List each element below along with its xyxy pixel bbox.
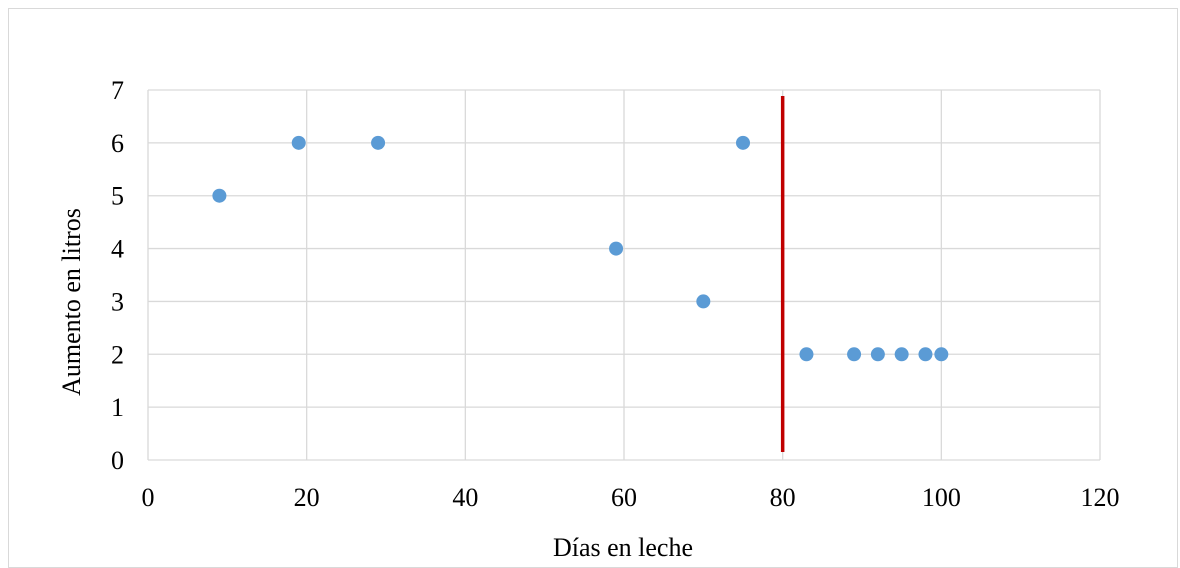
y-tick-labels: 0 1 2 3 4 5 6 7 — [111, 76, 124, 475]
x-tick-label: 100 — [922, 483, 961, 512]
data-point — [212, 188, 227, 203]
x-tick-label: 80 — [770, 483, 796, 512]
y-tick-label: 3 — [111, 287, 124, 316]
data-point — [847, 347, 862, 362]
x-axis-title: Días en leche — [553, 533, 693, 562]
x-tick-labels: 0 20 40 60 80 100 120 — [142, 483, 1120, 512]
y-tick-label: 4 — [111, 235, 124, 264]
y-tick-label: 6 — [111, 129, 124, 158]
data-point — [894, 347, 909, 362]
grid-layer — [147, 89, 1101, 461]
x-tick-label: 40 — [452, 483, 478, 512]
data-point — [870, 347, 885, 362]
data-point — [799, 347, 814, 362]
data-point — [371, 135, 386, 150]
y-tick-label: 2 — [111, 340, 124, 369]
data-point — [934, 347, 949, 362]
data-points — [212, 135, 949, 362]
data-point — [696, 294, 711, 309]
chart-frame — [8, 8, 1178, 568]
y-tick-label: 1 — [111, 393, 124, 422]
y-tick-label: 0 — [111, 446, 124, 475]
x-tick-label: 0 — [142, 483, 155, 512]
data-point — [291, 135, 306, 150]
x-tick-label: 120 — [1081, 483, 1120, 512]
y-tick-label: 5 — [111, 182, 124, 211]
data-point — [609, 241, 624, 256]
y-tick-label: 7 — [111, 76, 124, 105]
x-tick-label: 20 — [294, 483, 320, 512]
data-point — [918, 347, 933, 362]
y-axis-title: Aumento en litros — [57, 208, 86, 396]
x-tick-label: 60 — [611, 483, 637, 512]
data-point — [736, 135, 750, 150]
